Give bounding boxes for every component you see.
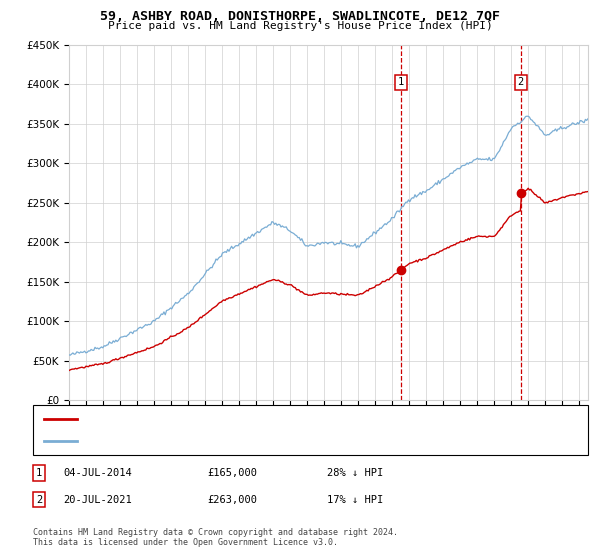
Text: HPI: Average price, detached house, North West Leicestershire: HPI: Average price, detached house, Nort…: [83, 436, 449, 446]
Text: Contains HM Land Registry data © Crown copyright and database right 2024.
This d: Contains HM Land Registry data © Crown c…: [33, 528, 398, 547]
Text: Price paid vs. HM Land Registry's House Price Index (HPI): Price paid vs. HM Land Registry's House …: [107, 21, 493, 31]
Text: 17% ↓ HPI: 17% ↓ HPI: [327, 494, 383, 505]
Text: 2: 2: [36, 494, 42, 505]
Text: 2: 2: [518, 77, 524, 87]
Text: 28% ↓ HPI: 28% ↓ HPI: [327, 468, 383, 478]
Text: £263,000: £263,000: [207, 494, 257, 505]
Text: 1: 1: [36, 468, 42, 478]
Text: 20-JUL-2021: 20-JUL-2021: [63, 494, 132, 505]
Text: 04-JUL-2014: 04-JUL-2014: [63, 468, 132, 478]
Text: 59, ASHBY ROAD, DONISTHORPE, SWADLINCOTE, DE12 7QF: 59, ASHBY ROAD, DONISTHORPE, SWADLINCOTE…: [100, 10, 500, 23]
Text: £165,000: £165,000: [207, 468, 257, 478]
Text: 1: 1: [398, 77, 404, 87]
Text: 59, ASHBY ROAD, DONISTHORPE, SWADLINCOTE, DE12 7QF (detached house): 59, ASHBY ROAD, DONISTHORPE, SWADLINCOTE…: [83, 414, 485, 424]
